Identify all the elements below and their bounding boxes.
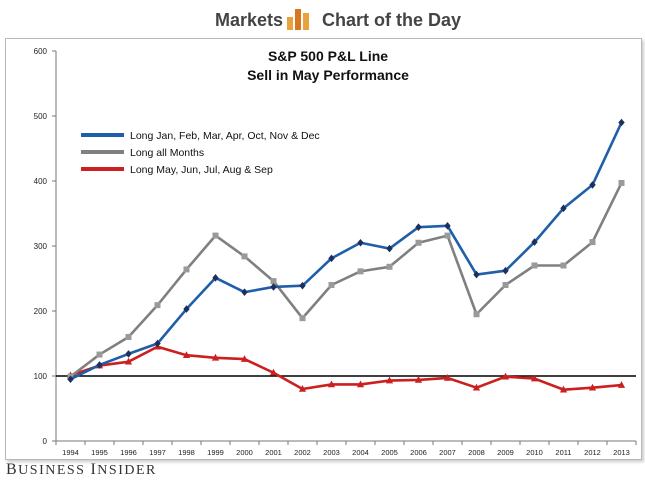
data-point xyxy=(124,357,133,365)
x-tick-label: 2010 xyxy=(526,448,543,457)
brand-logo: BUSINESS INSIDER xyxy=(6,461,157,478)
data-point xyxy=(501,372,510,380)
data-point xyxy=(270,283,277,291)
data-point xyxy=(212,232,219,239)
data-point xyxy=(414,375,423,383)
data-point xyxy=(502,282,509,288)
x-tick-label: 2006 xyxy=(410,448,427,457)
chart-title: S&P 500 P&L Line xyxy=(268,48,388,64)
data-point xyxy=(154,302,161,309)
chart: S&P 500 P&L Line Sell in May Performance… xyxy=(34,47,637,457)
header-markets: Markets xyxy=(215,10,284,30)
x-tick-label: 1995 xyxy=(91,448,108,457)
series-line xyxy=(69,121,623,381)
data-point xyxy=(473,311,480,318)
data-point xyxy=(241,288,248,296)
data-point xyxy=(67,375,74,384)
data-point xyxy=(357,268,364,275)
header: Markets Chart of the Day xyxy=(0,0,645,38)
x-tick-label: 2002 xyxy=(294,448,311,457)
y-tick-label: 600 xyxy=(34,47,48,56)
x-tick-label: 2000 xyxy=(236,448,253,457)
data-point xyxy=(96,361,103,369)
data-point xyxy=(182,351,191,358)
x-tick-label: 1994 xyxy=(62,448,79,457)
data-point xyxy=(589,181,596,189)
x-tick-label: 2001 xyxy=(265,448,282,457)
header-chart-of-the-day: Chart of the Day xyxy=(322,10,462,30)
data-point xyxy=(618,179,625,186)
data-point xyxy=(299,281,306,290)
data-point xyxy=(443,373,452,381)
data-point xyxy=(560,204,567,213)
x-tick-label: 1999 xyxy=(207,448,224,457)
y-tick-label: 300 xyxy=(34,242,48,251)
chart-subtitle: Sell in May Performance xyxy=(247,67,409,83)
data-point xyxy=(328,254,335,263)
x-tick-label: 2009 xyxy=(497,448,514,457)
x-tick-label: 2013 xyxy=(613,448,630,457)
data-point xyxy=(617,381,626,388)
data-point xyxy=(415,239,422,246)
chart-frame: S&P 500 P&L Line Sell in May Performance… xyxy=(5,38,642,460)
series-line xyxy=(69,182,623,378)
data-point xyxy=(183,266,190,273)
data-point xyxy=(385,376,394,384)
data-point xyxy=(212,274,219,282)
y-tick-label: 100 xyxy=(34,372,48,381)
data-point xyxy=(589,239,596,246)
data-point xyxy=(530,374,539,382)
data-point xyxy=(502,266,509,275)
x-tick-label: 1997 xyxy=(149,448,166,457)
data-point xyxy=(386,244,393,253)
data-point xyxy=(618,118,625,127)
data-point xyxy=(328,282,335,288)
legend-label: Long May, Jun, Jul, Aug & Sep xyxy=(130,164,273,176)
legend-label: Long all Months xyxy=(130,147,204,159)
data-point xyxy=(183,305,190,313)
x-tick-label: 2012 xyxy=(584,448,601,457)
x-tick-label: 2003 xyxy=(323,448,340,457)
y-tick-label: 400 xyxy=(34,177,48,186)
y-tick-label: 200 xyxy=(34,307,48,316)
x-tick-label: 2005 xyxy=(381,448,398,457)
series-line xyxy=(70,345,622,391)
data-point xyxy=(531,262,538,269)
data-point xyxy=(125,350,132,358)
data-point xyxy=(415,223,422,231)
data-point xyxy=(386,263,393,270)
y-tick-label: 0 xyxy=(43,437,48,446)
legend-label: Long Jan, Feb, Mar, Apr, Oct, Nov & Dec xyxy=(130,130,320,142)
data-point xyxy=(356,380,365,388)
data-point xyxy=(560,262,567,269)
data-point xyxy=(588,383,597,391)
data-point xyxy=(270,278,277,285)
data-point xyxy=(240,355,249,362)
x-tick-label: 2008 xyxy=(468,448,485,457)
data-point xyxy=(96,351,103,358)
data-point xyxy=(473,270,480,279)
data-point xyxy=(298,385,307,392)
x-tick-label: 2007 xyxy=(439,448,456,457)
data-point xyxy=(299,315,306,322)
data-point xyxy=(327,380,336,388)
data-point xyxy=(211,353,220,361)
data-point xyxy=(444,222,451,230)
data-point xyxy=(472,383,481,391)
bar-chart-icon xyxy=(287,9,309,30)
y-tick-label: 500 xyxy=(34,112,48,121)
x-tick-label: 1998 xyxy=(178,448,195,457)
data-point xyxy=(444,232,451,239)
data-point xyxy=(559,385,568,393)
data-point xyxy=(154,339,161,348)
x-tick-label: 1996 xyxy=(120,448,137,457)
x-tick-label: 2011 xyxy=(555,448,571,457)
data-point xyxy=(269,368,278,376)
data-point xyxy=(241,253,248,260)
x-tick-label: 2004 xyxy=(352,448,369,457)
data-point xyxy=(357,238,364,247)
data-point xyxy=(531,238,538,246)
data-point xyxy=(125,334,132,340)
